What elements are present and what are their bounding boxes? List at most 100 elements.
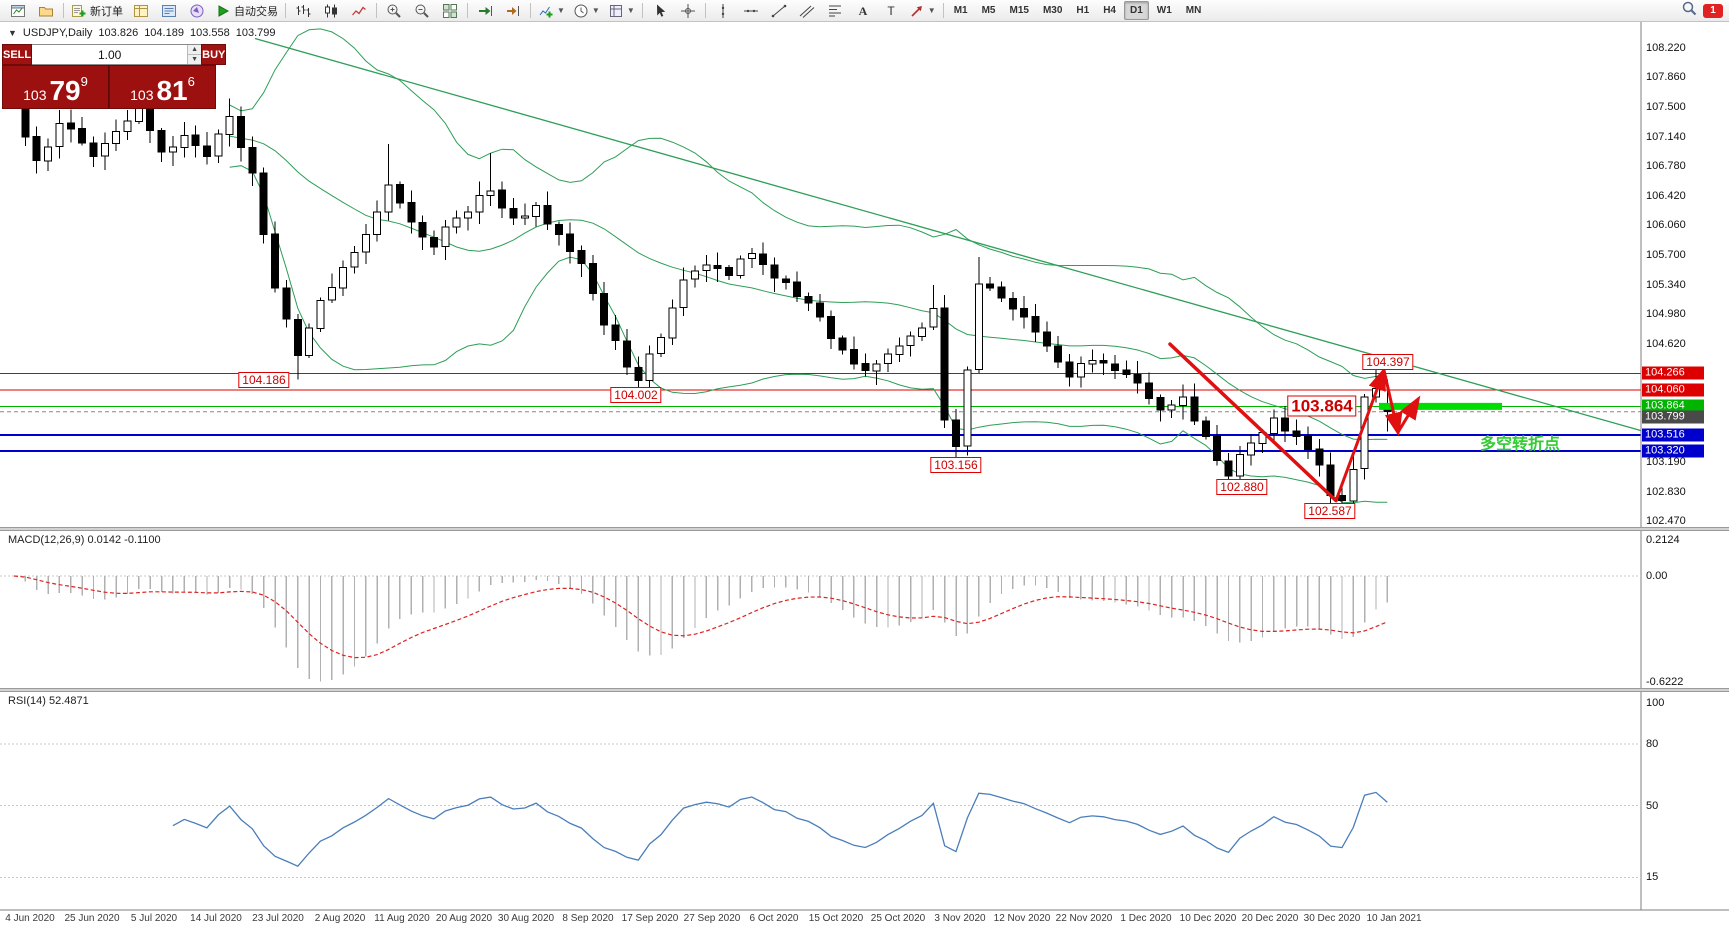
chart-legend: ▼ USDJPY,Daily 103.826 104.189 103.558 1… — [8, 27, 275, 39]
trendline-icon — [771, 3, 787, 19]
bars-chart-button[interactable] — [289, 1, 317, 21]
legend-high: 104.189 — [144, 27, 184, 39]
new-order-icon — [71, 3, 87, 19]
indicators-button[interactable]: ▼ — [534, 1, 569, 21]
timeframe-m5-button[interactable]: M5 — [981, 5, 996, 16]
crosshair-button[interactable] — [674, 1, 702, 21]
timeframe-h1-button[interactable]: H1 — [1076, 5, 1090, 16]
zoom-in-button[interactable] — [380, 1, 408, 21]
periods-button[interactable]: ▼ — [569, 1, 604, 21]
timeframe-h4-button[interactable]: H4 — [1103, 5, 1116, 16]
autotrade-button[interactable]: 自动交易 — [211, 1, 282, 21]
autoscroll-icon — [477, 3, 493, 19]
toolbar-separator — [641, 3, 643, 18]
candlestick-series — [10, 86, 1392, 512]
timeframe-w1-button[interactable]: W1 — [1156, 5, 1172, 16]
bollinger-lower-band — [229, 165, 1388, 504]
timeframe-m1-button[interactable]: M1 — [953, 5, 968, 16]
panel-divider[interactable] — [0, 688, 1729, 692]
volume-input[interactable] — [32, 45, 188, 64]
search-icon[interactable] — [1681, 0, 1697, 21]
navigator-icon — [189, 3, 205, 19]
market-watch-button[interactable] — [127, 1, 155, 21]
channel-icon — [799, 3, 815, 19]
templates-icon — [608, 3, 624, 19]
timeframe-mn-button[interactable]: MN — [1185, 5, 1202, 16]
fibonacci-button[interactable] — [821, 1, 849, 21]
vertical-line-button[interactable] — [709, 1, 737, 21]
buy-price-big-figure: 103 — [130, 86, 154, 103]
arrows-tool-button[interactable]: ▼ — [905, 1, 940, 21]
profiles-button[interactable] — [32, 1, 60, 21]
bollinger-upper-band — [229, 28, 1388, 379]
new-order-button[interactable]: 新订单 — [67, 1, 127, 21]
zoom-out-button[interactable] — [408, 1, 436, 21]
chevron-down-icon: ▼ — [626, 5, 635, 15]
timeframe-m15-button[interactable]: M15 — [1009, 5, 1029, 16]
legend-dropdown-icon[interactable]: ▼ — [8, 28, 17, 38]
cursor-icon — [652, 3, 668, 19]
arrows-icon — [909, 3, 925, 19]
hline-icon — [743, 3, 759, 19]
legend-symbol-period: USDJPY,Daily — [22, 27, 93, 39]
autotrade-icon — [215, 3, 231, 19]
sell-button[interactable]: SELL — [2, 44, 33, 65]
sell-price-point: 9 — [80, 74, 88, 89]
toolbar-separator — [704, 3, 706, 18]
candles-chart-button[interactable] — [317, 1, 345, 21]
chart-window-button[interactable] — [4, 1, 32, 21]
toolbar-separator — [467, 3, 468, 18]
chart-shift-button[interactable] — [499, 1, 527, 21]
data-window-icon — [161, 3, 177, 19]
tile-icon — [442, 3, 458, 19]
line-chart-button[interactable] — [345, 1, 373, 21]
sell-price-button[interactable]: 103 79 9 — [2, 65, 109, 109]
volume-up-button[interactable]: ▲ — [188, 45, 202, 55]
candles-icon — [323, 3, 339, 19]
volume-box: ▲ ▼ — [32, 44, 202, 65]
line-chart-icon — [351, 3, 367, 19]
trend-arrows[interactable] — [1168, 342, 1421, 503]
tile-windows-button[interactable] — [436, 1, 464, 21]
buy-price-point: 6 — [187, 74, 195, 89]
legend-open: 103.826 — [98, 27, 139, 39]
cursor-button[interactable] — [646, 1, 674, 21]
timeframe-d1-button[interactable]: D1 — [1124, 1, 1149, 20]
profiles-icon — [38, 3, 54, 19]
text-icon: A — [855, 3, 871, 19]
auto-scroll-button[interactable] — [471, 1, 499, 21]
toolbar-separator — [942, 3, 944, 18]
data-window-button[interactable] — [155, 1, 183, 21]
buy-button[interactable]: BUY — [201, 44, 227, 65]
trendline-button[interactable] — [765, 1, 793, 21]
indicators-icon — [538, 3, 554, 19]
sell-price-big-figure: 103 — [23, 86, 47, 103]
legend-close: 103.799 — [235, 27, 276, 39]
notification-badge[interactable]: 1 — [1703, 3, 1723, 18]
text-label-button[interactable]: T — [877, 1, 905, 21]
bollinger-middle-band — [229, 135, 1388, 441]
horizontal-line-button[interactable] — [737, 1, 765, 21]
autotrade-label: 自动交易 — [234, 5, 278, 18]
equidistant-channel-button[interactable] — [793, 1, 821, 21]
buy-price-pips: 81 — [156, 75, 188, 107]
templates-button[interactable]: ▼ — [604, 1, 639, 21]
chevron-down-icon: ▼ — [927, 5, 936, 15]
toolbar-separator — [285, 3, 286, 18]
vline-icon — [715, 3, 731, 19]
volume-stepper: ▲ ▼ — [187, 45, 202, 64]
rsi-line — [172, 791, 1388, 867]
crosshair-icon — [680, 3, 696, 19]
chart-window-icon — [10, 3, 26, 19]
timeframe-m30-button[interactable]: M30 — [1042, 5, 1063, 16]
toolbar-separator — [376, 3, 377, 18]
chevron-down-icon: ▼ — [591, 5, 600, 15]
fibo-icon — [827, 3, 843, 19]
buy-price-button[interactable]: 103 81 6 — [109, 65, 216, 109]
text-button[interactable]: A — [849, 1, 877, 21]
sell-price-pips: 79 — [49, 75, 81, 107]
panel-divider[interactable] — [0, 527, 1729, 531]
volume-down-button[interactable]: ▼ — [188, 55, 202, 64]
navigator-button[interactable] — [183, 1, 211, 21]
